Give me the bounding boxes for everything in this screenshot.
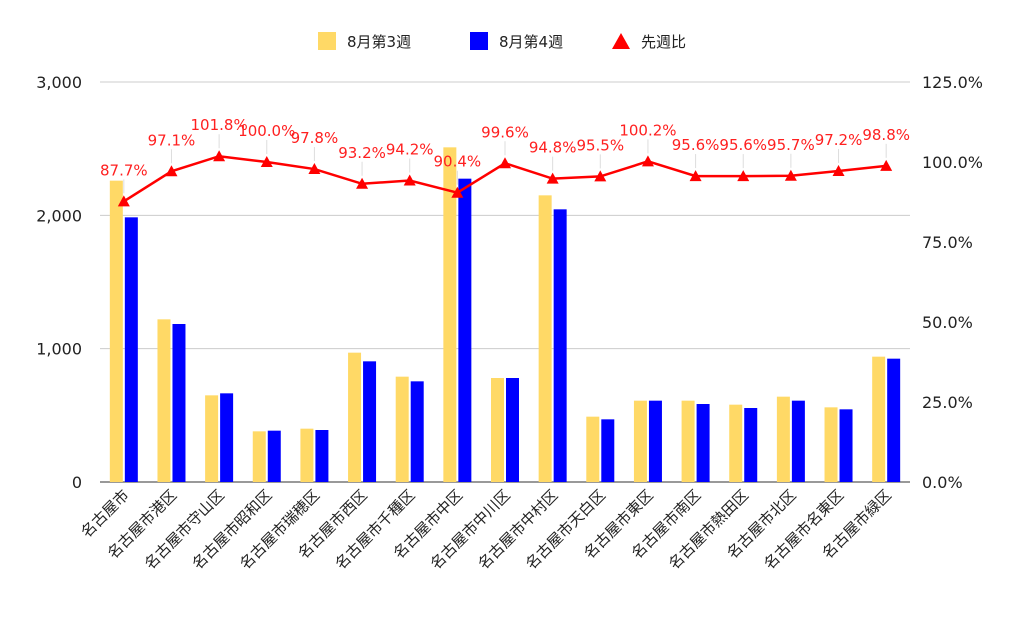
ratio-data-label: 93.2% xyxy=(338,144,386,162)
bar-week4 xyxy=(696,404,710,482)
bar-week4 xyxy=(839,409,853,482)
y-right-tick-label: 0.0% xyxy=(922,473,963,492)
bar-week4 xyxy=(648,400,662,482)
bar-week3 xyxy=(395,376,409,482)
ratio-data-label: 95.5% xyxy=(576,136,624,154)
bar-week3 xyxy=(681,400,695,482)
legend-label: 先週比 xyxy=(641,33,686,51)
bar-week3 xyxy=(776,396,790,482)
bars xyxy=(109,147,901,483)
ratio-data-label: 100.2% xyxy=(619,121,676,139)
bar-week3 xyxy=(586,416,600,482)
data-labels: 87.7%97.1%101.8%100.0%97.8%93.2% 94.2%90.… xyxy=(100,116,910,194)
bar-week4 xyxy=(458,178,472,482)
ratio-point xyxy=(308,163,321,175)
bar-week4 xyxy=(553,209,567,483)
bar-week4 xyxy=(744,408,758,482)
bar-week4 xyxy=(315,430,329,482)
bar-week3 xyxy=(824,407,838,482)
bar-week4 xyxy=(601,419,615,482)
left-axis: 0 1,000 2,000 3,000 xyxy=(36,73,82,492)
bar-week4 xyxy=(791,400,805,482)
ratio-data-label: 97.1% xyxy=(148,131,196,149)
ratio-point xyxy=(260,156,273,167)
ratio-data-label: 95.6% xyxy=(672,136,720,154)
bar-week4 xyxy=(172,324,186,482)
bar-week4 xyxy=(506,378,519,482)
ratio-point xyxy=(546,172,559,184)
ratio-data-label: 94.8% xyxy=(529,139,577,157)
y-right-tick-label: 100.0% xyxy=(922,153,983,172)
right-axis: 0.0% 25.0% 50.0% 75.0% 100.0% 125.0% xyxy=(922,73,983,492)
ratio-point xyxy=(117,195,130,207)
ratio-data-label: 99.6% xyxy=(481,123,529,141)
ratio-point xyxy=(594,170,607,182)
bar-week4 xyxy=(124,217,138,483)
bar-week3 xyxy=(109,180,123,482)
y-right-tick-label: 75.0% xyxy=(922,233,973,252)
bar-week4 xyxy=(363,361,377,482)
bar-week3 xyxy=(872,356,886,482)
legend-swatch xyxy=(612,33,630,49)
bar-week3 xyxy=(729,404,743,482)
bar-week3 xyxy=(157,319,171,482)
bar-week3 xyxy=(300,428,314,482)
ratio-line xyxy=(117,150,893,207)
y-left-tick-label: 0 xyxy=(72,473,82,492)
y-left-tick-label: 1,000 xyxy=(36,340,82,359)
ratio-data-label: 97.2% xyxy=(815,131,863,149)
bar-week4 xyxy=(220,393,234,482)
legend-label: 8月第4週 xyxy=(499,33,563,51)
ratio-point xyxy=(641,155,654,167)
bar-week3 xyxy=(491,378,504,482)
ratio-data-label: 98.8% xyxy=(862,126,910,144)
ratio-point xyxy=(832,164,845,176)
y-left-tick-label: 3,000 xyxy=(36,73,82,92)
bar-week4 xyxy=(410,381,424,482)
ratio-point xyxy=(451,186,464,198)
y-right-tick-label: 125.0% xyxy=(922,73,983,92)
ratio-data-label: 95.6% xyxy=(719,136,767,154)
bar-week3 xyxy=(443,147,457,483)
y-left-tick-label: 2,000 xyxy=(36,206,82,225)
ratio-point xyxy=(784,169,797,181)
y-right-tick-label: 50.0% xyxy=(922,313,973,332)
ratio-data-label: 90.4% xyxy=(434,153,482,171)
ratio-data-label: 97.8% xyxy=(291,129,339,147)
ratio-data-label: 94.2% xyxy=(386,141,434,159)
y-right-tick-label: 25.0% xyxy=(922,393,973,412)
ratio-point xyxy=(403,174,416,186)
ratio-point xyxy=(737,170,750,182)
bar-week3 xyxy=(538,195,552,483)
ratio-point xyxy=(880,159,893,171)
legend-swatch xyxy=(470,32,488,50)
bar-week4 xyxy=(267,430,281,482)
bar-week3 xyxy=(205,395,219,482)
ratio-data-label: 87.7% xyxy=(100,161,148,179)
category-labels: 名古屋市名古屋市港区名古屋市守山区名古屋市昭和区名古屋市瑞穂区名古屋市西区名古屋… xyxy=(77,486,895,573)
bar-week3 xyxy=(252,431,266,482)
bar-week4 xyxy=(887,358,901,482)
ratio-data-label: 101.8% xyxy=(191,116,248,134)
ratio-point xyxy=(165,165,178,177)
gridlines xyxy=(100,81,910,483)
ratio-point xyxy=(499,157,511,169)
ratio-data-label: 100.0% xyxy=(238,122,295,140)
ratio-data-label: 95.7% xyxy=(767,136,815,154)
ratio-point xyxy=(356,177,369,189)
ratio-point xyxy=(689,170,702,182)
legend-label: 8月第3週 xyxy=(347,33,411,51)
bar-week3 xyxy=(633,400,647,482)
legend: 8月第3週 8月第4週 先週比 xyxy=(318,32,686,51)
bar-week3 xyxy=(348,352,362,482)
ratio-point xyxy=(213,150,226,162)
legend-swatch xyxy=(318,32,336,50)
